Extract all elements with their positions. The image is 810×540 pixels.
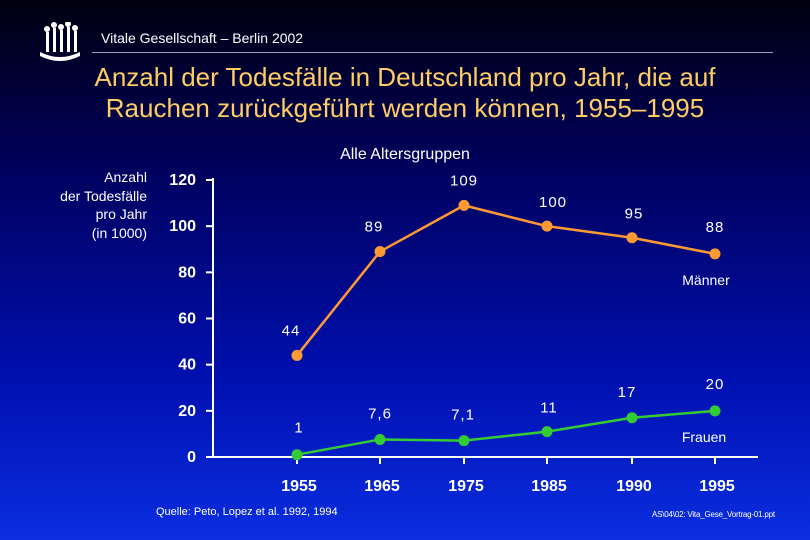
data-point [626,232,638,244]
data-label: 44 [282,322,301,339]
data-label: 1 [294,420,303,437]
y-axis-label-line: (in 1000) [92,225,147,241]
y-tick-label: 60 [178,311,196,328]
data-label: 17 [618,384,637,401]
data-label: 89 [365,219,384,236]
series-label: Männer [682,272,730,288]
data-label: 11 [540,400,558,417]
data-point [291,449,303,461]
data-point [291,349,303,361]
file-reference: AS\04\02: Vita_Gese_Vortrag-01.ppt [652,510,775,519]
data-point [458,435,470,447]
y-tick-label: 100 [169,218,196,235]
y-tick-label: 20 [178,403,196,420]
data-label: 95 [625,206,644,223]
data-point [541,426,553,438]
y-tick-label: 0 [187,449,196,466]
series-label: Frauen [682,429,726,445]
data-label: 20 [706,376,725,393]
data-label: 109 [450,172,478,189]
y-tick-label: 40 [178,357,196,374]
data-point [541,220,553,232]
title-line-2: Rauchen zurückgeführt werden können, 195… [105,93,705,123]
x-tick-label: 1990 [616,478,652,495]
title-line-1: Anzahl der Todesfälle in Deutschland pro… [94,62,716,92]
data-point [374,246,386,258]
logo-icon [40,22,80,61]
data-label: 7,1 [451,407,475,424]
data-label: 88 [706,219,725,236]
source-note: Quelle: Peto, Lopez et al. 1992, 1994 [156,506,338,518]
y-tick-label: 80 [178,264,196,281]
data-point [458,199,470,211]
page-title: Anzahl der Todesfälle in Deutschland pro… [0,62,810,124]
y-axis-label-line: pro Jahr [96,206,148,222]
data-label: 7,6 [368,405,392,422]
series-line-frauen [296,409,716,456]
data-point [709,248,721,260]
y-axis-label-line: Anzahl [104,169,147,185]
x-tick-label: 1955 [281,478,317,495]
x-tick-label: 1965 [364,478,400,495]
data-point [709,405,721,417]
y-tick-label: 120 [169,172,196,189]
chart-subtitle: Alle Altersgruppen [340,146,470,163]
header-divider [92,52,773,53]
x-tick-label: 1985 [531,478,567,495]
y-axis-label-line: der Todesfälle [60,188,147,204]
data-point [374,433,386,445]
data-label: 100 [539,194,567,211]
x-tick-label: 1995 [699,478,735,495]
x-tick-label: 1975 [448,478,484,495]
header-text: Vitale Gesellschaft – Berlin 2002 [101,30,304,46]
series-line-maenner [296,204,716,357]
data-point [626,412,638,424]
